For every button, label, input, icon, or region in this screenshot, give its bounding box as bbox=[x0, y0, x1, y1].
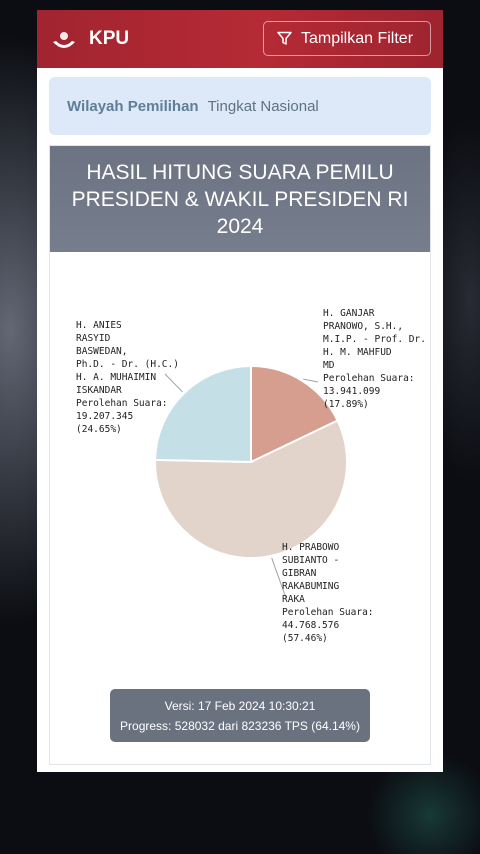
slice-label-line: Ph.D. - Dr. (H.C.) bbox=[76, 359, 179, 370]
leader-line-ganjar bbox=[303, 378, 319, 383]
top-bar: KPU Tampilkan Filter bbox=[37, 10, 443, 68]
label-prabowo: H. PRABOWO SUBIANTO - GIBRAN RAKABUMING RAKA… bbox=[282, 541, 374, 645]
filter-button-label: Tampilkan Filter bbox=[301, 29, 414, 47]
slice-label-line: BASWEDAN, bbox=[76, 346, 128, 357]
slice-label-line: Perolehan Suara: bbox=[323, 373, 415, 384]
label-anies: H. ANIES RASYID BASWEDAN, Ph.D. - Dr. (H.C.… bbox=[76, 319, 179, 436]
slice-ganjar[interactable] bbox=[250, 364, 339, 464]
slice-label-line: (17.89%) bbox=[323, 399, 369, 410]
slice-label-line: SUBIANTO - bbox=[282, 555, 340, 566]
slice-label-line: PRANOWO, S.H., bbox=[323, 321, 404, 332]
slice-label-line: 44.768.576 bbox=[282, 620, 340, 631]
slice-label-line: Perolehan Suara: bbox=[282, 607, 374, 618]
slice-label-line: H. ANIES bbox=[76, 320, 122, 331]
slice-label-line: RASYID bbox=[76, 333, 111, 344]
filter-icon bbox=[277, 31, 292, 45]
region-label: Wilayah Pemilihan bbox=[67, 97, 199, 115]
card-title-line-1: HASIL HITUNG SUARA PEMILU bbox=[86, 160, 394, 184]
slice-label-line: 19.207.345 bbox=[76, 411, 134, 422]
slice-label-line: RAKABUMING bbox=[282, 581, 340, 592]
slice-label-line: H. GANJAR bbox=[323, 308, 375, 319]
version-text: Versi: 17 Feb 2024 10:30:21 bbox=[164, 698, 316, 713]
progress-text: Progress: 528032 dari 823236 TPS (64.14%… bbox=[120, 718, 360, 733]
slice-label-line: Perolehan Suara: bbox=[76, 398, 168, 409]
slice-label-line: ISKANDAR bbox=[76, 385, 122, 396]
label-ganjar: H. GANJAR PRANOWO, S.H., M.I.P. - Prof. Dr… bbox=[323, 307, 426, 411]
slice-label-line: RAKA bbox=[282, 594, 305, 605]
slice-label-line: H. PRABOWO bbox=[282, 542, 340, 553]
result-card: HASIL HITUNG SUARA PEMILU PRESIDEN & WAK… bbox=[49, 145, 431, 765]
region-selector[interactable]: Wilayah Pemilihan Tingkat Nasional bbox=[49, 77, 431, 135]
slice-label-line: H. M. MAHFUD bbox=[323, 347, 392, 358]
slice-label-line: MD bbox=[323, 360, 335, 371]
pie-chart bbox=[154, 364, 348, 599]
app-screen: KPU Tampilkan Filter Wilayah Pemilihan T… bbox=[37, 10, 443, 772]
card-title-line-2: PRESIDEN & WAKIL PRESIDEN RI bbox=[71, 187, 409, 211]
slice-label-line: (24.65%) bbox=[76, 424, 122, 435]
slice-anies[interactable] bbox=[154, 364, 252, 464]
card-title-line-3: 2024 bbox=[216, 214, 264, 238]
brand-name: KPU bbox=[89, 28, 130, 49]
slice-label-line: H. A. MUHAIMIN bbox=[76, 372, 157, 383]
card-title: HASIL HITUNG SUARA PEMILU PRESIDEN & WAK… bbox=[50, 146, 430, 252]
slice-label-line: 13.941.099 bbox=[323, 386, 381, 397]
kpu-logo-icon bbox=[53, 32, 75, 48]
region-value: Tingkat Nasional bbox=[207, 97, 319, 115]
leader-line-anies bbox=[164, 373, 183, 393]
leader-line-prabowo bbox=[271, 557, 287, 599]
slice-label-line: GIBRAN bbox=[282, 568, 317, 579]
slice-label-line: M.I.P. - Prof. Dr. bbox=[323, 334, 426, 345]
version-info: Versi: 17 Feb 2024 10:30:21 Progress: 52… bbox=[110, 689, 370, 742]
slice-prabowo[interactable] bbox=[154, 419, 348, 559]
slice-label-line: (57.46%) bbox=[282, 633, 328, 644]
filter-button[interactable]: Tampilkan Filter bbox=[263, 21, 431, 56]
